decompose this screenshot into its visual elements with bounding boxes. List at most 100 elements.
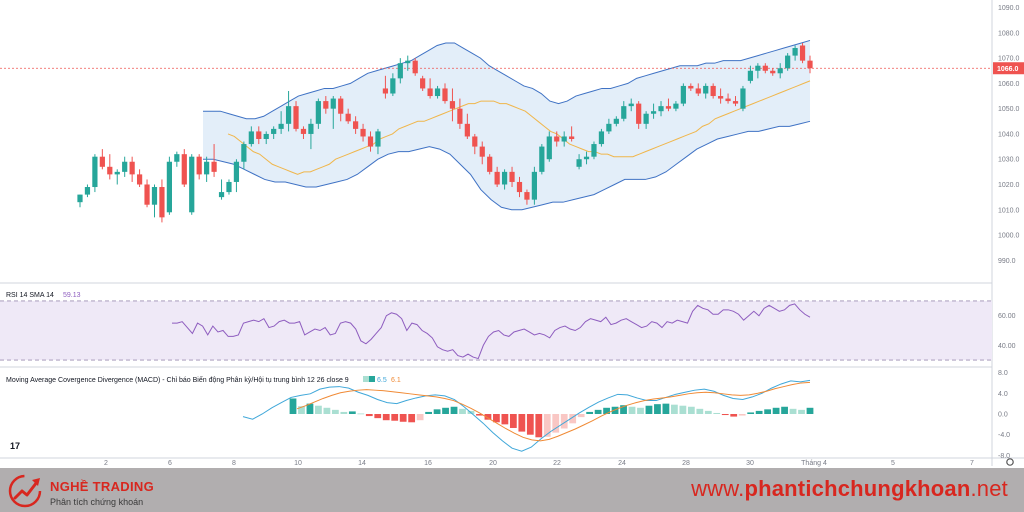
price-axis-tick-label: 1080.0 — [998, 30, 1020, 37]
candle-body — [226, 181, 232, 193]
rsi-band-fill — [0, 300, 992, 361]
candle-body — [569, 136, 575, 139]
macd-histogram-bar — [772, 407, 780, 414]
candle-body — [472, 136, 478, 147]
rsi-line — [172, 303, 811, 360]
macd-histogram-bar — [289, 398, 297, 414]
macd-histogram-bar — [526, 414, 534, 435]
macd-hist-swatch — [363, 376, 369, 382]
candle-body — [248, 131, 254, 145]
candle-body — [189, 156, 195, 213]
time-axis-tick-label: 28 — [682, 460, 690, 467]
candle-body — [725, 98, 731, 102]
time-axis-tick-label: 8 — [232, 460, 236, 467]
time-axis-tick-label: 14 — [358, 460, 366, 467]
candle-body — [650, 111, 657, 114]
candle-body — [710, 85, 716, 97]
time-axis-tick-label: Tháng 4 — [801, 460, 827, 467]
candle-body — [598, 131, 605, 145]
macd-histogram-bar — [671, 404, 678, 414]
macd-histogram-bar — [789, 408, 797, 414]
last-price-label: 1066.0 — [997, 66, 1019, 73]
candle-body — [740, 88, 746, 109]
gear-icon[interactable] — [1006, 458, 1014, 466]
price-axis-tick-label: 1000.0 — [998, 233, 1020, 240]
candle-body — [285, 106, 292, 124]
macd-histogram-bar — [620, 405, 627, 414]
candle-body — [412, 60, 418, 74]
macd-histogram-bar — [654, 404, 661, 414]
candle-body — [785, 55, 791, 69]
macd-axis-tick-label: 4.0 — [998, 391, 1008, 398]
price-axis-tick-label: 1030.0 — [998, 157, 1020, 164]
macd-axis-tick-label: 0.0 — [998, 412, 1008, 419]
candle-body — [554, 136, 560, 142]
candle-body — [136, 174, 143, 185]
macd-histogram-bar — [560, 414, 568, 429]
candle-body — [308, 123, 314, 134]
price-axis-tick-label: 1040.0 — [998, 131, 1020, 138]
macd-histogram-bar — [687, 406, 695, 414]
candle-body — [628, 103, 634, 107]
candle-body — [673, 103, 679, 109]
chart-svg[interactable]: 990.01000.01010.01020.01030.01040.01050.… — [0, 0, 1024, 470]
time-axis-tick-label: 7 — [970, 460, 974, 467]
macd-histogram-bar — [450, 406, 458, 414]
macd-histogram-bar — [730, 414, 738, 417]
candle-body — [777, 68, 783, 74]
macd-histogram-bar — [806, 407, 814, 414]
macd-histogram-bar — [340, 411, 348, 414]
candle-body — [92, 156, 98, 188]
macd-histogram-bar — [348, 411, 356, 414]
website-suffix: .net — [970, 476, 1008, 501]
candle-body — [300, 128, 307, 134]
candle-body — [420, 78, 426, 89]
candle-body — [583, 156, 590, 160]
candle-body — [621, 106, 627, 119]
macd-histogram-bar — [645, 405, 653, 414]
candle-body — [591, 144, 597, 157]
arrow-growth-logo-icon — [8, 474, 42, 508]
candle-body — [755, 65, 761, 71]
rsi-title: RSI 14 SMA 14 — [6, 292, 54, 299]
macd-histogram-bar — [501, 414, 509, 425]
website-link[interactable]: www.phantichchungkhoan.net — [691, 476, 1008, 502]
candle-body — [345, 113, 351, 122]
macd-histogram-bar — [323, 407, 331, 414]
candle-body — [613, 118, 619, 124]
candle-body — [211, 161, 217, 172]
candle-body — [487, 156, 493, 172]
candle-body — [263, 133, 269, 139]
macd-histogram-bar — [611, 406, 619, 414]
candle-body — [636, 103, 642, 124]
macd-histogram-bar — [721, 414, 729, 416]
candle-body — [278, 123, 284, 129]
candle-body — [375, 131, 381, 147]
time-axis-tick-label: 20 — [489, 460, 497, 467]
macd-axis-tick-label: 8.0 — [998, 370, 1008, 377]
macd-histogram-bar — [535, 414, 543, 438]
macd-histogram-bar — [679, 405, 687, 414]
macd-histogram-bar — [306, 403, 314, 414]
candle-body — [531, 171, 537, 200]
macd-histogram-bar — [747, 412, 755, 414]
macd-histogram-bar — [399, 414, 407, 422]
macd-histogram-bar — [577, 414, 585, 418]
candle-body — [360, 128, 366, 137]
candle-body — [703, 85, 709, 94]
gear-icon-ring[interactable] — [1006, 458, 1014, 466]
macd-histogram-bar — [315, 405, 322, 414]
candle-body — [695, 88, 701, 94]
macd-histogram-bar — [603, 407, 610, 414]
macd-histogram-bar — [594, 409, 602, 414]
time-axis-tick-label: 22 — [553, 460, 561, 467]
chart-area[interactable]: 990.0 1000.0 1010.0 1020.0 1030.0 1040.0 1050.… — [0, 0, 1024, 470]
candle-body — [151, 187, 158, 205]
candle-body — [174, 154, 180, 162]
time-axis-tick-label: 5 — [891, 460, 895, 467]
candle-body — [390, 78, 396, 94]
macd-histogram-bar — [569, 414, 577, 424]
price-axis-tick-label: 1060.0 — [998, 81, 1020, 88]
macd-histogram-bar — [543, 414, 551, 437]
candle-body — [680, 85, 686, 104]
